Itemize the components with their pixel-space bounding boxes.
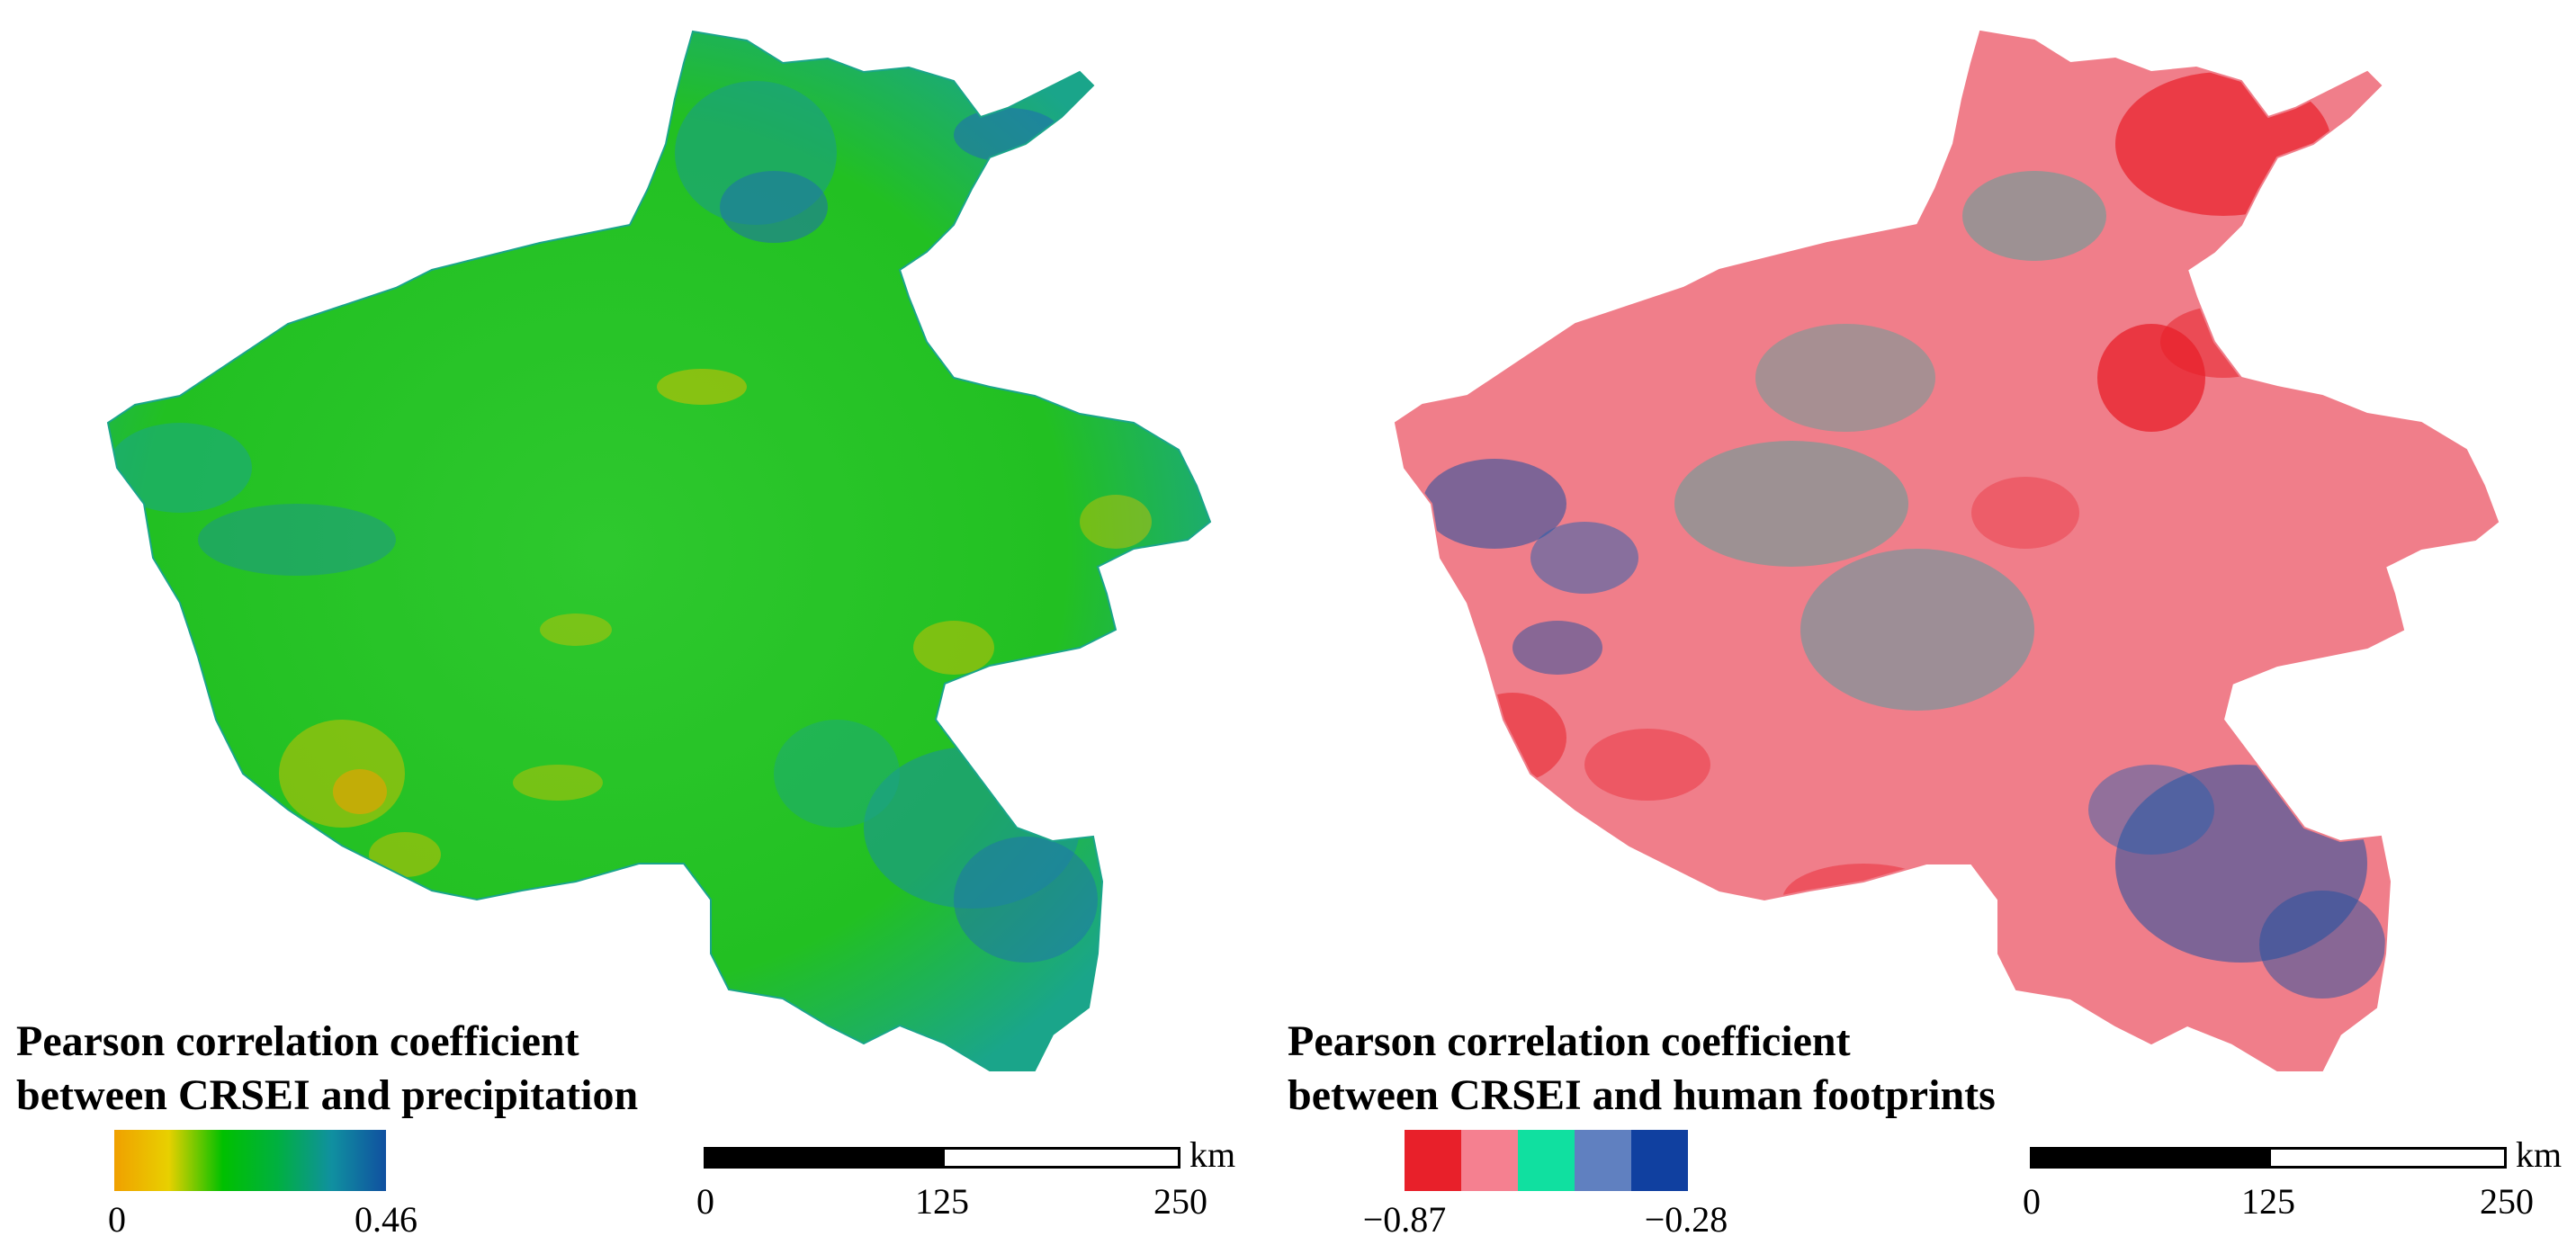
scale-bar	[2030, 1147, 2507, 1169]
scale-bar-tick-125: 125	[2241, 1181, 2295, 1222]
scale-bar-empty-segment	[2268, 1147, 2507, 1169]
scale-bar-tick-250: 250	[2480, 1181, 2534, 1222]
legend-min-label: −0.87	[1362, 1199, 1447, 1240]
legend-max-label: −0.28	[1644, 1199, 1728, 1240]
map-texture-patches	[108, 81, 1152, 963]
province-map-human-footprints	[1395, 31, 2499, 1071]
legend-title-line1: Pearson correlation coefficient	[1288, 1017, 1851, 1065]
legend-class-swatch-3	[1518, 1130, 1575, 1191]
scale-bar-tick-0: 0	[2023, 1181, 2041, 1222]
legend-class-swatch-1	[1405, 1130, 1461, 1191]
legend-colorbar-continuous	[114, 1130, 386, 1191]
scale-bar-filled-segment	[704, 1147, 942, 1169]
map-panel-human-footprints: Pearson correlation coefficient between …	[1288, 0, 2575, 1254]
scale-bar	[704, 1147, 1180, 1169]
legend-class-swatch-2	[1461, 1130, 1518, 1191]
legend-class-swatch-4	[1575, 1130, 1631, 1191]
legend-title-line2: between CRSEI and precipitation	[16, 1071, 639, 1119]
scale-bar-tick-125: 125	[915, 1181, 969, 1222]
legend-title: Pearson correlation coefficient between …	[16, 1015, 638, 1123]
scale-bar-filled-segment	[2030, 1147, 2268, 1169]
legend-class-swatch-5	[1631, 1130, 1688, 1191]
scale-bar-unit: km	[2516, 1134, 2563, 1175]
map-panel-precipitation: Pearson correlation coefficient between …	[16, 31, 1236, 1240]
legend-max-label: 0.46	[355, 1199, 417, 1240]
scale-bar-unit: km	[1189, 1134, 1236, 1175]
scale-bar-tick-0: 0	[696, 1181, 714, 1222]
legend-title-line2: between CRSEI and human footprints	[1288, 1071, 1996, 1119]
scale-bar-empty-segment	[942, 1147, 1180, 1169]
legend-title: Pearson correlation coefficient between …	[1288, 1015, 1996, 1123]
legend-colorbar-classified	[1405, 1130, 1688, 1191]
legend-min-label: 0	[108, 1199, 126, 1240]
province-map-precipitation	[107, 31, 1211, 1071]
scale-bar-tick-250: 250	[1153, 1181, 1207, 1222]
legend-title-line1: Pearson correlation coefficient	[16, 1017, 579, 1065]
